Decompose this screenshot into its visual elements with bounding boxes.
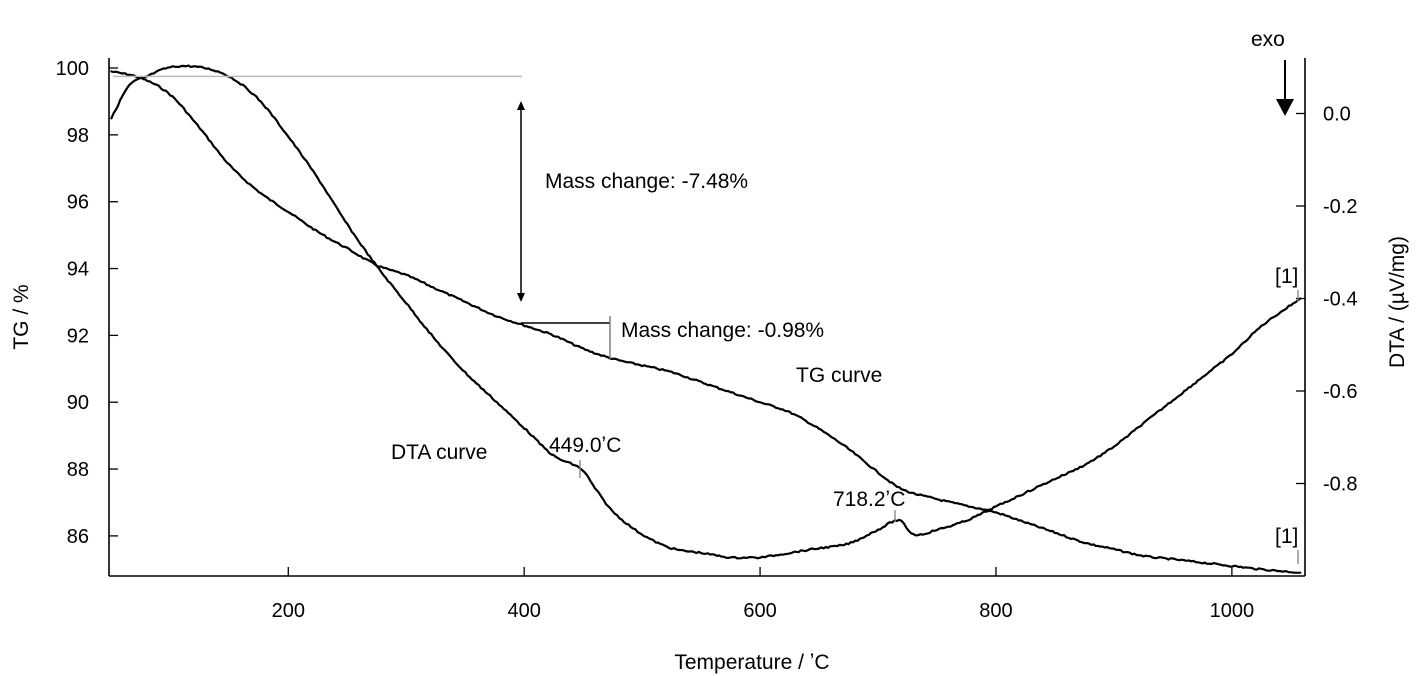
y2-tick-label: -0.4 xyxy=(1323,289,1357,311)
peak-449-label: 449.0ʼC xyxy=(549,434,621,457)
y-tick-label: 96 xyxy=(67,192,89,214)
peak-718-label: 718.2ʼC xyxy=(833,488,905,511)
x-tick-label: 800 xyxy=(979,600,1012,622)
tg-end-marker: [1] xyxy=(1275,525,1298,548)
chart-labels: Temperature / ʼC TG / % DTA / (µV/mg) xyxy=(10,236,1409,674)
x-tick-label: 400 xyxy=(507,600,540,622)
exo-label: exo xyxy=(1251,28,1285,51)
chart-annotations: Mass change: -7.48% Mass change: -0.98% 44… xyxy=(113,28,1299,564)
mass-change-2-label: Mass change: -0.98% xyxy=(621,319,824,342)
mass-change-1-label: Mass change: -7.48% xyxy=(545,170,748,193)
y-tick-label: 86 xyxy=(67,526,89,548)
x-tick-label: 1000 xyxy=(1210,600,1255,622)
y-tick-label: 90 xyxy=(67,392,89,414)
tg-curve-label: TG curve xyxy=(796,364,882,387)
y2-tick-label: -0.2 xyxy=(1323,196,1357,218)
dta-end-marker: [1] xyxy=(1275,265,1298,288)
y-tick-label: 100 xyxy=(56,58,89,80)
tg-curve xyxy=(110,70,1302,574)
y2-tick-label: -0.8 xyxy=(1323,474,1357,496)
y2-axis-title: DTA / (µV/mg) xyxy=(1386,236,1409,368)
y-tick-label: 94 xyxy=(67,259,89,281)
x-tick-label: 600 xyxy=(743,600,776,622)
x-axis-title: Temperature / ʼC xyxy=(674,651,829,674)
x-tick-label: 200 xyxy=(272,600,305,622)
dta-curve-label: DTA curve xyxy=(391,441,487,464)
chart-axes: 200 400 600 800 1000 86 88 90 92 94 96 98 100 0.0 -0.2… xyxy=(56,58,1357,622)
exo-arrow-icon xyxy=(1276,99,1294,116)
chart-curves xyxy=(110,64,1302,574)
y-tick-label: 98 xyxy=(67,125,89,147)
y-tick-label: 88 xyxy=(67,459,89,481)
y2-tick-label: -0.6 xyxy=(1323,381,1357,403)
mass-change-arrowhead-top xyxy=(517,101,525,110)
mass-change-arrowhead-bottom xyxy=(517,293,525,302)
y2-tick-label: 0.0 xyxy=(1323,104,1351,126)
y-tick-label: 92 xyxy=(67,325,89,347)
y-axis-title: TG / % xyxy=(10,284,33,349)
dta-curve xyxy=(110,64,1302,560)
